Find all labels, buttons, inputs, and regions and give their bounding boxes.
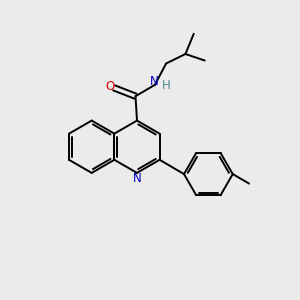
Text: H: H [162, 79, 170, 92]
Text: O: O [106, 80, 115, 93]
Text: N: N [133, 172, 142, 185]
Text: N: N [150, 74, 159, 88]
